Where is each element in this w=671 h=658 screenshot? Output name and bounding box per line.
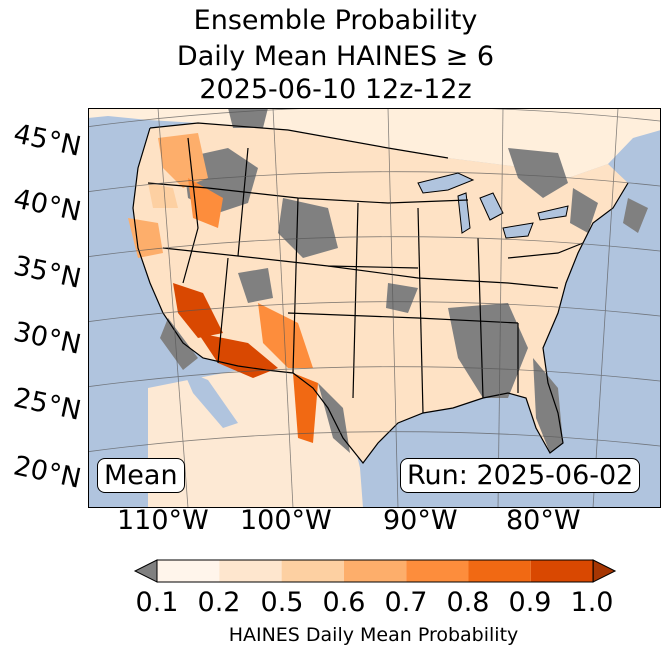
title-line-1: Ensemble Probability <box>193 5 478 36</box>
lat-label-30: 30°N <box>10 316 84 361</box>
lat-label-25: 25°N <box>10 382 84 427</box>
colorbar-tick-3: 0.6 <box>322 587 366 618</box>
graticule <box>88 108 661 508</box>
colorbar-under-arrow <box>133 559 158 583</box>
colorbar-cell <box>530 560 594 582</box>
colorbar-frame <box>156 559 594 583</box>
lon-label-80: 80°W <box>506 505 581 536</box>
lat-label-35: 35°N <box>10 250 84 295</box>
great-lakes <box>417 172 569 239</box>
colorbar-tick-7: 1.0 <box>570 587 614 618</box>
colorbar-tick-4: 0.7 <box>384 587 428 618</box>
lon-label-100: 100°W <box>240 505 332 536</box>
colorbar-cell <box>343 560 407 582</box>
colorbar-cell <box>406 560 469 582</box>
borders <box>132 122 629 464</box>
lat-label-40: 40°N <box>10 183 84 228</box>
run-label-box: Run: 2025-06-02 <box>400 458 641 493</box>
colorbar <box>133 559 617 583</box>
colorbar-cell <box>468 560 531 582</box>
colorbar-tick-0: 0.1 <box>135 587 179 618</box>
colorbar-cell <box>157 560 220 582</box>
title-line-2: Daily Mean HAINES ≥ 6 <box>176 41 495 72</box>
colorbar-over-arrow <box>592 559 617 583</box>
lon-label-110: 110°W <box>117 505 209 536</box>
lat-label-45: 45°N <box>10 118 84 163</box>
colorbar-tick-2: 0.5 <box>260 587 304 618</box>
colorbar-cell <box>219 560 282 582</box>
colorbar-tick-6: 0.9 <box>508 587 552 618</box>
colorbar-label: HAINES Daily Mean Probability <box>228 624 519 646</box>
lat-label-20: 20°N <box>10 450 84 495</box>
colorbar-tick-5: 0.8 <box>446 587 490 618</box>
colorbar-tick-1: 0.2 <box>197 587 241 618</box>
colorbar-cell <box>281 560 344 582</box>
stat-label-box: Mean <box>97 458 185 493</box>
orange-regions <box>128 133 318 443</box>
probability-map <box>88 108 661 508</box>
gulf-of-california <box>183 370 238 428</box>
title-line-3: 2025-06-10 12z-12z <box>199 74 472 105</box>
lon-label-90: 90°W <box>383 505 458 536</box>
